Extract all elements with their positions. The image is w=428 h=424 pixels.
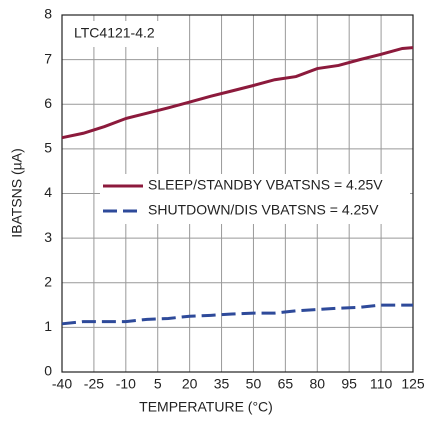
y-tick-label: 6	[44, 95, 52, 111]
y-tick-label: 7	[44, 50, 52, 66]
annotation: LTC4121-4.2	[74, 25, 155, 41]
y-tick-label: 8	[44, 6, 52, 22]
x-tick-label: 20	[182, 376, 198, 392]
plot-frame	[61, 14, 414, 373]
x-tick-label: 5	[154, 376, 162, 392]
x-axis-label: TEMPERATURE (°C)	[139, 399, 273, 415]
legend-box	[100, 174, 410, 224]
x-tick-label: -40	[52, 376, 72, 392]
x-tick-label: -25	[84, 376, 104, 392]
x-tick-label: 35	[214, 376, 230, 392]
legend-label: SLEEP/STANDBY VBATSNS = 4.25V	[148, 177, 383, 193]
x-tick-label: -10	[116, 376, 136, 392]
x-tick-label: 65	[278, 376, 294, 392]
y-tick-label: 0	[44, 363, 52, 379]
y-axis-label: IBATSNS (µA)	[9, 148, 25, 237]
x-tick-label: 50	[246, 376, 262, 392]
legend-label: SHUTDOWN/DIS VBATSNS = 4.25V	[148, 202, 379, 218]
annotation-box	[66, 21, 166, 47]
x-tick-label: 125	[401, 376, 425, 392]
y-tick-label: 2	[44, 273, 52, 289]
series-line	[61, 46, 414, 140]
y-tick-label: 3	[44, 229, 52, 245]
y-tick-label: 5	[44, 140, 52, 156]
series-line	[61, 303, 413, 326]
y-tick-label: 1	[44, 318, 52, 334]
x-tick-label: 80	[309, 376, 325, 392]
x-tick-label: 95	[341, 376, 357, 392]
x-tick-label: 110	[370, 376, 393, 392]
y-tick-label: 4	[44, 184, 52, 200]
